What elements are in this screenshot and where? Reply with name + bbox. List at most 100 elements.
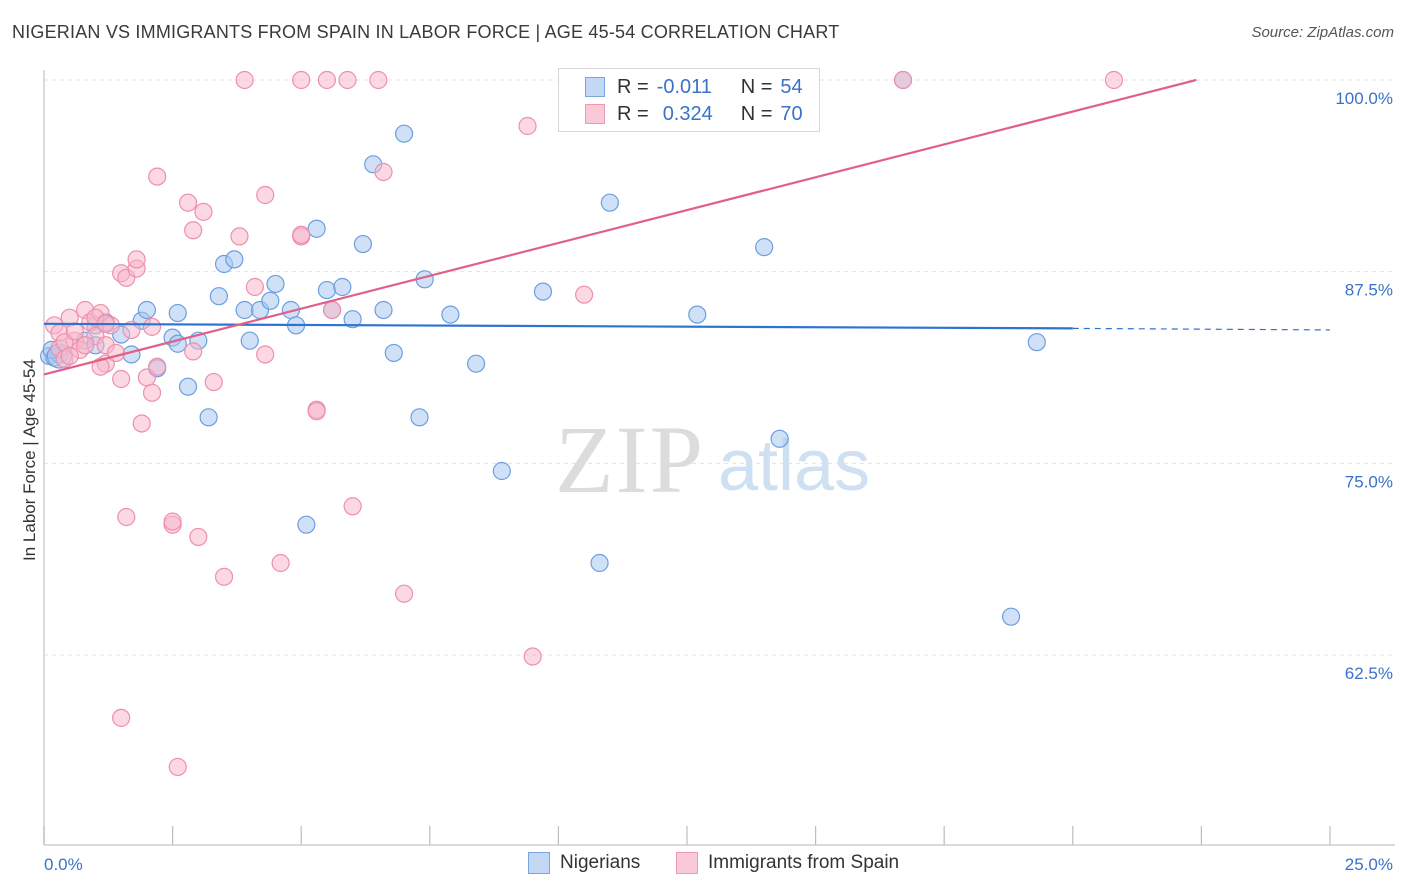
spain-point [245,277,265,297]
spain-point [256,185,275,205]
spain-point [148,167,167,186]
spain-point [1104,70,1124,90]
spain-point [204,372,223,392]
bottom-legend-label-nigerians: Nigerians [560,852,641,873]
nigerians-point [225,250,244,269]
spain-point [60,346,79,366]
y-tick-label: 62.5% [1345,664,1393,683]
source-label: Source: ZipAtlas.com [1251,24,1394,41]
nigerians-point [688,305,707,324]
spain-point [322,300,342,320]
stats-legend: R = -0.011 N = 54 R = 0.324 N = 70 [558,68,820,132]
spain-point [575,285,594,304]
legend-row-spain: R = 0.324 N = 70 [585,102,803,126]
bottom-legend-label-spain: Immigrants from Spain [708,852,900,873]
spain-point [132,414,151,433]
y-tick-labels: 100.0% 87.5% 75.0% 62.5% [1335,89,1393,683]
spain-point [893,70,913,90]
spain-point [91,357,110,376]
nigerians-point [240,331,259,350]
nigerians-point [394,124,414,143]
spain-point [122,320,141,340]
spain-point [112,369,131,389]
spain-point [374,162,393,182]
spain-point [292,225,311,244]
legend-r-value-nigerians: -0.011 [656,75,712,98]
spain-point [230,227,249,246]
spain-point [194,202,213,221]
spain-point [317,70,337,90]
y-axis-label: In Labor Force | Age 45-54 [20,359,39,561]
spain-point [307,402,326,421]
spain-point [235,70,254,90]
spain-point [117,507,136,527]
legend-swatch-nigerians [585,77,605,97]
nigerians-point [374,300,393,320]
x-tick-labels: 0.0% 25.0% [44,855,1393,874]
bottom-legend-spain: Immigrants from Spain [676,852,899,874]
spain-trend-line [43,78,1197,376]
spain-point [343,497,362,516]
axes [43,70,1395,846]
spain-point [106,343,126,363]
legend-r-label: R = [617,102,649,125]
nigerians-point [261,291,280,310]
legend-n-label: N = [740,102,773,125]
nigerians-point [353,234,373,254]
nigerians-point [199,408,218,427]
nigerians-point [533,282,553,301]
spain-point [76,336,95,355]
nigerians-point [600,193,619,212]
nigerians-point [307,219,326,238]
y-tick-label: 100.0% [1335,89,1393,108]
x-tick-label-left: 0.0% [44,855,83,874]
legend-row-nigerians: R = -0.011 N = 54 [585,75,803,99]
nigerians-point [590,553,609,573]
spain-point [214,567,234,586]
legend-n-value-nigerians: 54 [780,75,803,98]
bottom-swatch-spain [676,852,698,874]
legend-n-label: N = [740,75,773,98]
spain-point [271,553,290,573]
nigerians-point [1027,333,1046,352]
watermark-zip: ZIP [555,406,705,513]
spain-point [184,342,203,361]
nigerians-point [168,303,187,323]
nigerians-point [441,305,460,324]
nigerians-point [317,280,337,300]
legend-r-label: R = [617,75,649,98]
nigerians-point [384,343,403,363]
spain-point [148,357,167,376]
nigerians-point [333,277,352,297]
spain-point [394,584,414,603]
spain-point [184,221,203,240]
spain-point [189,527,208,547]
nigerians-point [755,238,774,257]
nigerians-trend-line [43,322,1073,330]
nigerians-point [770,429,789,448]
spain-point [168,757,187,777]
spain-point [518,116,537,136]
bottom-legend-nigerians: Nigerians [528,852,640,874]
y-tick-label: 87.5% [1345,281,1393,300]
nigerians-trend-extension [1072,327,1331,331]
spain-point [256,345,275,364]
spain-point [163,512,182,531]
nigerians-point [137,300,156,320]
x-tick-label-right: 25.0% [1345,855,1393,874]
nigerians-point [297,515,316,534]
nigerians-point [178,377,198,396]
grid-lines [44,79,1395,656]
spain-point [292,70,311,90]
legend-n-value-spain: 70 [780,102,803,125]
legend-swatch-spain [585,104,605,124]
bottom-swatch-nigerians [528,852,550,874]
y-tick-label: 75.0% [1345,472,1393,491]
spain-point [142,317,162,336]
spain-point [112,708,131,727]
bottom-legend: Nigerians Immigrants from Spain [0,852,1406,878]
nigerians-point [492,461,511,481]
chart-title: NIGERIAN VS IMMIGRANTS FROM SPAIN IN LAB… [12,22,840,42]
nigerians-point [235,300,254,320]
